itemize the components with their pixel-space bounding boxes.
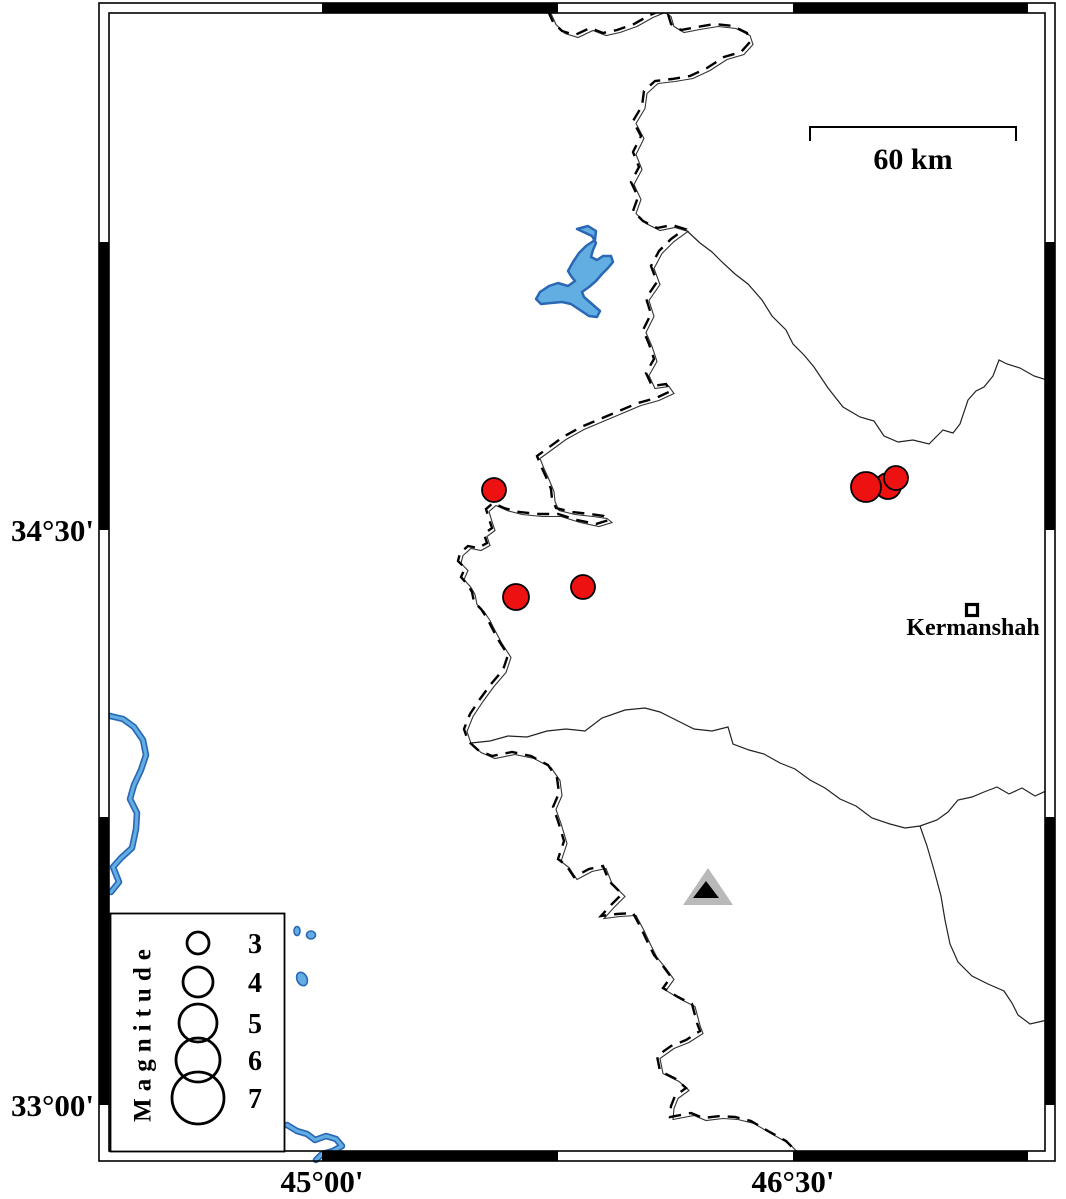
longitude-label-45-00: 45°00' xyxy=(280,1164,364,1199)
frame-segment xyxy=(99,242,109,530)
frame-segment xyxy=(99,817,109,1105)
frame-segment xyxy=(793,3,1028,13)
earthquake-marker xyxy=(883,465,909,491)
frame-segment xyxy=(1045,817,1055,1105)
frame-segment xyxy=(793,1151,1028,1161)
earthquake-marker xyxy=(850,471,882,503)
frame-segment xyxy=(322,1151,558,1161)
legend-magnitude-label: 3 xyxy=(248,929,262,960)
frame-segment xyxy=(1045,242,1055,530)
legend-circle xyxy=(177,1002,219,1044)
earthquake-marker xyxy=(570,574,596,600)
frame-segment xyxy=(322,3,558,13)
station-triangle-inner xyxy=(693,881,719,898)
map-content-layer xyxy=(109,13,1045,1151)
river-line-central-arc xyxy=(470,707,1045,829)
magnitude-legend: 3 4 5 6 7 Magnitude xyxy=(109,912,286,1153)
river-line-northeast xyxy=(684,228,1045,445)
lake-polygon xyxy=(534,224,615,319)
legend-title: Magnitude xyxy=(130,942,157,1122)
latitude-label-33-00: 33°00' xyxy=(10,1088,94,1123)
station-layer xyxy=(683,868,733,905)
latitude-label-34-30: 34°30' xyxy=(10,513,94,548)
scale-bar xyxy=(809,126,1017,141)
city-label: Kermanshah xyxy=(906,615,1040,641)
city-marker-square xyxy=(964,602,980,618)
river-line-southeast-branch xyxy=(919,825,1045,1025)
legend-circle xyxy=(185,930,211,956)
legend-symbols: 3 4 5 6 7 xyxy=(170,929,262,1126)
border-river-line xyxy=(460,13,798,1151)
border-dashed-line xyxy=(456,13,798,1151)
legend-magnitude-label: 4 xyxy=(248,968,262,999)
legend-magnitude-label: 5 xyxy=(248,1009,262,1040)
legend-circle xyxy=(174,1036,222,1084)
legend-magnitude-label: 6 xyxy=(248,1046,262,1077)
longitude-label-46-30: 46°30' xyxy=(751,1164,835,1199)
legend-circle xyxy=(181,965,215,999)
earthquake-marker xyxy=(502,583,530,611)
legend-magnitude-label: 7 xyxy=(248,1084,262,1115)
river-west xyxy=(109,712,150,896)
scale-bar-label: 60 km xyxy=(873,143,953,176)
earthquakes-layer xyxy=(481,465,909,611)
map-frame xyxy=(98,2,1056,1162)
earthquake-marker xyxy=(481,477,507,503)
legend-circle xyxy=(170,1070,226,1126)
ponds xyxy=(293,925,317,987)
